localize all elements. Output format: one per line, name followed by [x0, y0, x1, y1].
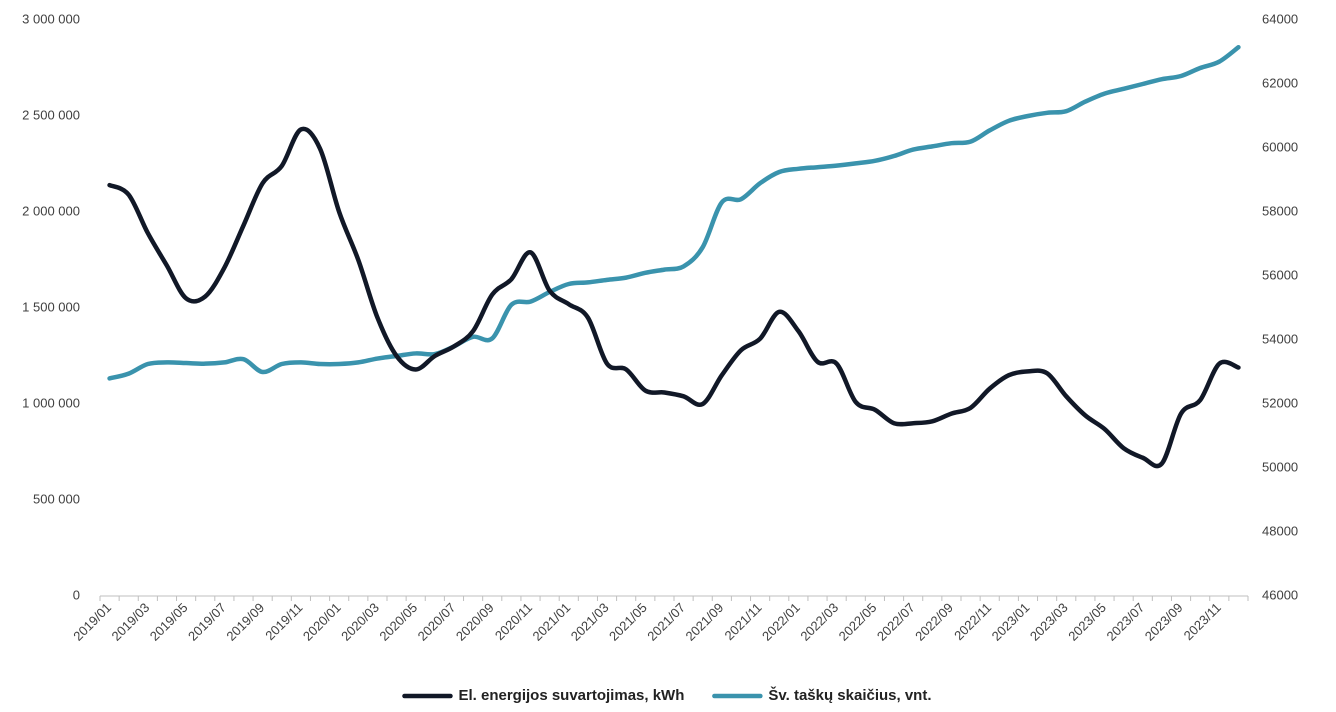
y-left-tick-label: 0 — [73, 587, 80, 602]
x-tick-label: 2019/01 — [70, 600, 114, 644]
y-right-tick-label: 56000 — [1262, 267, 1298, 282]
y-right-tick-label: 52000 — [1262, 395, 1298, 410]
y-right-tick-label: 50000 — [1262, 459, 1298, 474]
x-tick-label: 2023/09 — [1142, 600, 1186, 644]
y-right-tick-label: 46000 — [1262, 587, 1298, 602]
legend-label: Šv. taškų skaičius, vnt. — [768, 686, 931, 704]
y-right-tick-label: 62000 — [1262, 75, 1298, 90]
x-tick-label: 2023/05 — [1065, 600, 1109, 644]
x-tick-label: 2022/09 — [912, 600, 956, 644]
series-line-energy-consumption — [107, 126, 1241, 469]
series-line-points-count — [107, 44, 1241, 381]
x-tick-label: 2021/05 — [606, 600, 650, 644]
legend: El. energijos suvartojimas, kWh Šv. taškų… — [402, 686, 932, 704]
y-left-tick-label: 3 000 000 — [22, 11, 80, 26]
y-right-tick-label: 54000 — [1262, 331, 1298, 346]
x-tick-label: 2019/11 — [262, 600, 305, 643]
y-right-tick-label: 58000 — [1262, 203, 1298, 218]
x-tick-label: 2019/07 — [185, 600, 229, 644]
x-tick-label: 2021/03 — [568, 600, 612, 644]
x-tick-label: 2023/03 — [1027, 600, 1071, 644]
x-tick-label: 2020/07 — [415, 600, 459, 644]
y-right-tick-label: 64000 — [1262, 11, 1298, 26]
y-left-tick-label: 500 000 — [33, 491, 80, 506]
axes-layer: 2019/012019/032019/052019/072019/092019/… — [22, 11, 1298, 643]
x-tick-label: 2021/09 — [683, 600, 727, 644]
x-tick-label: 2021/01 — [529, 600, 573, 644]
x-tick-label: 2022/03 — [797, 600, 841, 644]
x-tick-label: 2022/11 — [951, 600, 994, 643]
x-tick-label: 2021/11 — [721, 600, 764, 643]
x-tick-label: 2023/11 — [1181, 600, 1224, 643]
x-tick-label: 2019/03 — [109, 600, 153, 644]
y-left-tick-label: 1 000 000 — [22, 395, 80, 410]
x-tick-label: 2020/01 — [300, 600, 344, 644]
y-right-tick-label: 48000 — [1262, 523, 1298, 538]
y-left-tick-label: 2 000 000 — [22, 203, 80, 218]
y-left-tick-label: 1 500 000 — [22, 299, 80, 314]
x-tick-label: 2023/07 — [1103, 600, 1147, 644]
legend-label: El. energijos suvartojimas, kWh — [458, 687, 684, 704]
x-tick-label: 2022/05 — [836, 600, 880, 644]
x-tick-label: 2020/11 — [492, 600, 535, 643]
y-left-tick-label: 2 500 000 — [22, 107, 80, 122]
x-tick-label: 2022/07 — [874, 600, 918, 644]
x-tick-label: 2019/09 — [223, 600, 267, 644]
series-layer — [107, 44, 1241, 469]
x-tick-label: 2020/05 — [376, 600, 420, 644]
x-tick-label: 2019/05 — [147, 600, 191, 644]
x-tick-label: 2020/03 — [338, 600, 382, 644]
y-right-tick-label: 60000 — [1262, 139, 1298, 154]
x-tick-label: 2020/09 — [453, 600, 497, 644]
x-tick-label: 2021/07 — [644, 600, 688, 644]
x-tick-label: 2023/01 — [989, 600, 1033, 644]
x-tick-label: 2022/01 — [759, 600, 803, 644]
